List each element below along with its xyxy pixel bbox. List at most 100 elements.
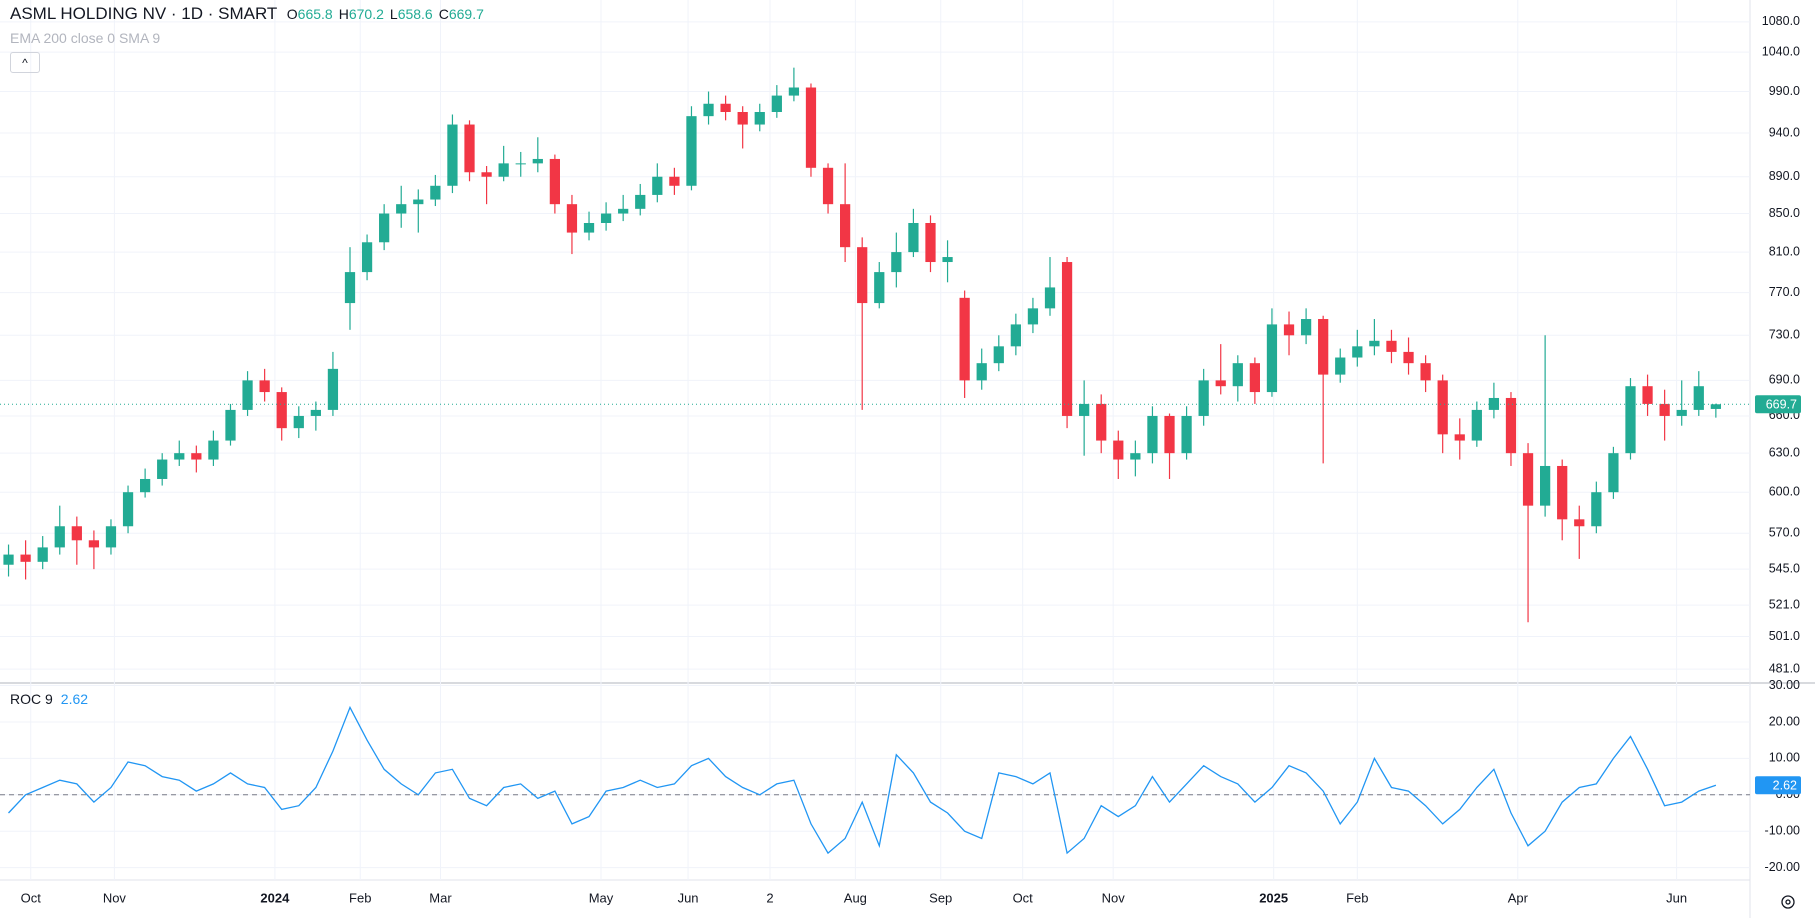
candle-body (259, 380, 270, 393)
candle-body (1232, 363, 1243, 387)
candle-body (191, 453, 202, 460)
candle-body (379, 213, 390, 243)
candle-body (361, 242, 373, 273)
candle-body (1608, 453, 1619, 493)
candle-body (242, 380, 253, 410)
candle-body (1318, 319, 1329, 375)
candle-body (1027, 308, 1039, 325)
candle-body (1164, 415, 1175, 454)
candle-body (805, 87, 817, 168)
candle-body (515, 163, 526, 165)
x-tick-label: Oct (1013, 890, 1034, 905)
candle-body (1591, 492, 1602, 527)
collapse-button[interactable]: ^ (10, 52, 40, 73)
x-tick-label: Nov (103, 890, 127, 905)
candle-body (174, 453, 185, 460)
candle-body (3, 554, 14, 565)
candle-body (498, 163, 509, 177)
candle-body (993, 346, 1004, 364)
candle-body (122, 492, 134, 527)
candle-body (1659, 403, 1670, 416)
candle-body (447, 124, 458, 186)
candle-body (1352, 346, 1363, 358)
candle-body (618, 208, 629, 214)
candle-body (874, 272, 885, 304)
candle-body (293, 415, 304, 429)
y-tick-label: 890.0 (1769, 169, 1800, 183)
candle-body (1386, 340, 1397, 352)
candle-body (225, 409, 236, 441)
candle-body (1181, 415, 1192, 454)
y-tick-label: 30.00 (1769, 678, 1800, 692)
x-tick-label: Mar (429, 890, 452, 905)
candle-body (1130, 453, 1141, 460)
x-tick-label: Feb (349, 890, 371, 905)
candle-body (413, 199, 424, 205)
candle-body (481, 172, 492, 177)
ohlc-value: 665.8 (297, 6, 333, 22)
candle-body (1198, 380, 1209, 416)
candle-body (771, 95, 782, 113)
candle-body (857, 247, 868, 304)
candle-body (925, 222, 936, 263)
candle-body (105, 526, 117, 548)
candle-body (71, 526, 82, 541)
candle-body (720, 103, 731, 113)
symbol-title: ASML HOLDING NV · 1D · SMART (10, 4, 278, 23)
y-tick-label: 600.0 (1769, 485, 1800, 499)
price-badge-label: 669.7 (1766, 398, 1797, 412)
candle-body (157, 459, 168, 479)
candle-body (1079, 403, 1090, 416)
candle-body (1454, 434, 1465, 441)
x-tick-label: Aug (844, 890, 867, 905)
x-tick-label: Sep (929, 890, 952, 905)
value-badge (1755, 776, 1801, 795)
candle-body (1437, 380, 1448, 435)
candle-body (20, 554, 31, 562)
ohlc-value: 670.2 (348, 6, 384, 22)
candle-body (208, 440, 219, 460)
candle-body (1710, 404, 1721, 409)
candle-body (840, 204, 851, 248)
roc-title: ROC 9 (10, 691, 53, 707)
candle-body (686, 116, 697, 186)
candle-body (1010, 324, 1021, 347)
candle-body (1505, 397, 1517, 454)
candle-body (140, 478, 151, 493)
candle-body (1113, 440, 1124, 460)
x-tick-label: Oct (21, 890, 42, 905)
x-tick-label: 2 (766, 890, 773, 905)
candle-body (908, 222, 919, 253)
candle-body (1061, 262, 1073, 416)
indicator-label[interactable]: EMA 200 close 0 SMA 9 (10, 30, 161, 46)
candle-body (1096, 403, 1107, 441)
x-tick-label: Feb (1346, 890, 1368, 905)
candle-body (88, 540, 100, 548)
y-tick-label: 730.0 (1769, 328, 1800, 342)
x-tick-label: Nov (1102, 890, 1126, 905)
y-tick-label: 990.0 (1769, 84, 1800, 98)
ohlc-value: 658.6 (397, 6, 433, 22)
candle-body (327, 368, 339, 410)
roc-legend: ROC 9 2.62 (10, 691, 88, 707)
x-tick-label: Jun (678, 890, 699, 905)
ohlc-key: C (438, 6, 449, 22)
y-tick-label: -20.00 (1765, 860, 1800, 874)
y-tick-label: 570.0 (1769, 526, 1800, 540)
settings-icon[interactable] (1781, 895, 1795, 909)
candle-body (1266, 324, 1278, 393)
y-tick-label: 850.0 (1769, 206, 1800, 220)
candle-body (1300, 319, 1312, 336)
price-badge (1755, 395, 1801, 414)
candle-body (1369, 340, 1380, 347)
y-tick-label: 690.0 (1769, 373, 1800, 387)
candle-body (54, 526, 65, 548)
candle-body (1676, 409, 1687, 416)
candle-body (1574, 519, 1585, 527)
candle-body (1540, 465, 1551, 506)
roc-value: 2.62 (60, 691, 89, 707)
candle-body (1403, 351, 1414, 364)
candle-body (635, 194, 646, 209)
candle-body (1625, 386, 1636, 454)
